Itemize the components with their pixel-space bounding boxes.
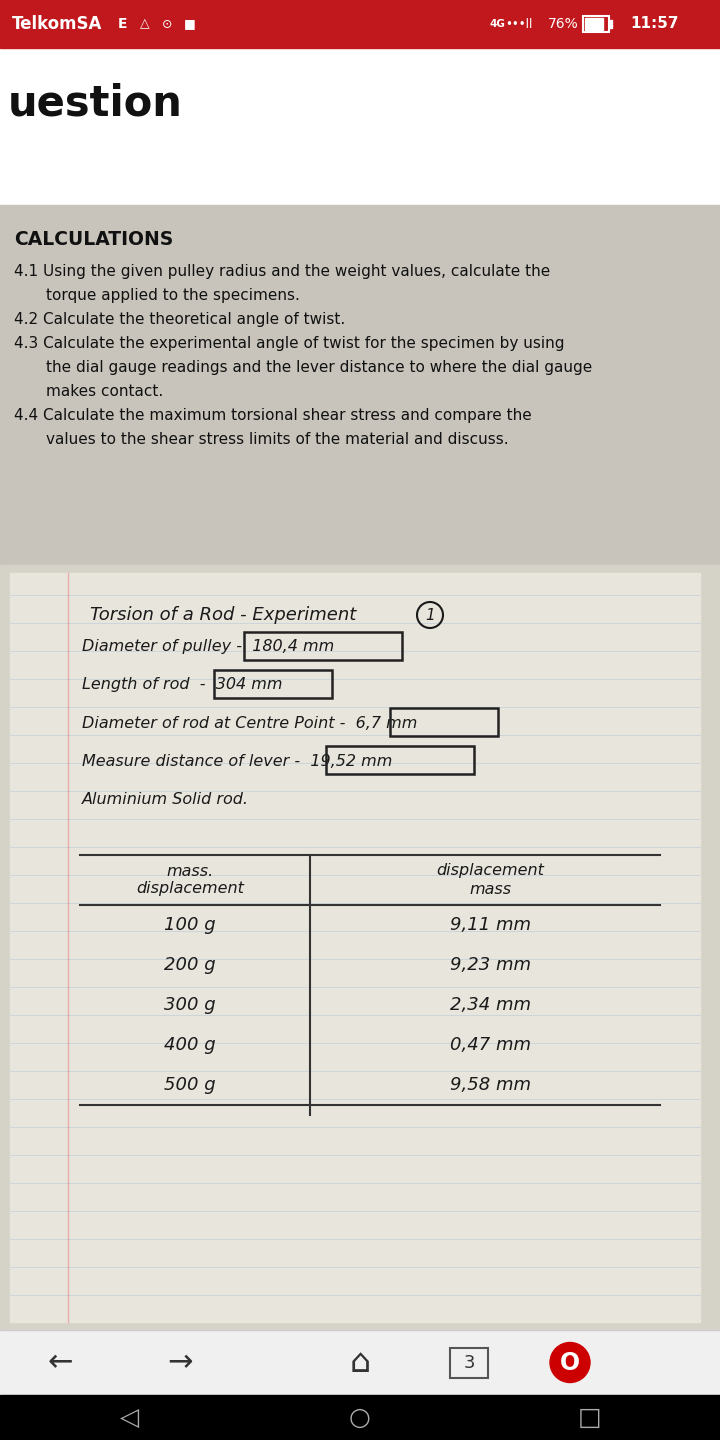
Text: ⌂: ⌂ (349, 1346, 371, 1380)
Text: 9,11 mm: 9,11 mm (449, 916, 531, 935)
Text: 200 g: 200 g (164, 956, 216, 973)
Text: CALCULATIONS: CALCULATIONS (14, 230, 174, 249)
Text: Measure distance of lever -  19,52 mm: Measure distance of lever - 19,52 mm (82, 753, 392, 769)
Text: values to the shear stress limits of the material and discuss.: values to the shear stress limits of the… (46, 432, 508, 446)
Text: 300 g: 300 g (164, 996, 216, 1014)
Bar (583, 16, 609, 32)
Text: 4.2 Calculate the theoretical angle of twist.: 4.2 Calculate the theoretical angle of t… (14, 312, 346, 327)
Bar (0, 1331, 720, 1395)
Text: ◁: ◁ (120, 1405, 140, 1430)
Text: mass: mass (469, 881, 511, 897)
Text: △: △ (140, 17, 150, 30)
Text: 1: 1 (425, 608, 435, 622)
Text: displacement: displacement (136, 881, 244, 897)
Text: 100 g: 100 g (164, 916, 216, 935)
Text: 4G: 4G (490, 19, 506, 29)
Bar (0, 48, 720, 204)
Bar (0, 564, 720, 1331)
Bar (450, 1348, 488, 1378)
Text: 9,23 mm: 9,23 mm (449, 956, 531, 973)
Text: torque applied to the specimens.: torque applied to the specimens. (46, 288, 300, 302)
Text: 400 g: 400 g (164, 1035, 216, 1054)
Text: Diameter of pulley -  180,4 mm: Diameter of pulley - 180,4 mm (82, 639, 334, 655)
Text: •••ll: •••ll (505, 17, 532, 30)
Text: 11:57: 11:57 (630, 16, 678, 32)
Text: ←: ← (48, 1348, 73, 1377)
Text: O: O (560, 1351, 580, 1375)
Text: Aluminium Solid rod.: Aluminium Solid rod. (82, 792, 249, 806)
Bar (214, 670, 332, 698)
Text: □: □ (578, 1405, 602, 1430)
Bar (0, 204, 720, 564)
Text: TelkomSA: TelkomSA (12, 14, 102, 33)
Circle shape (550, 1342, 590, 1382)
Text: Diameter of rod at Centre Point -  6,7 mm: Diameter of rod at Centre Point - 6,7 mm (82, 716, 418, 730)
Text: 4.1 Using the given pulley radius and the weight values, calculate the: 4.1 Using the given pulley radius and th… (14, 264, 550, 279)
Text: Length of rod  -  304 mm: Length of rod - 304 mm (82, 677, 282, 693)
Text: ⊙: ⊙ (162, 17, 173, 30)
Text: mass.: mass. (166, 864, 214, 878)
Text: 4.3 Calculate the experimental angle of twist for the specimen by using: 4.3 Calculate the experimental angle of … (14, 336, 564, 351)
Text: →: → (167, 1348, 193, 1377)
Text: 2,34 mm: 2,34 mm (449, 996, 531, 1014)
Text: 9,58 mm: 9,58 mm (449, 1076, 531, 1094)
Text: the dial gauge readings and the lever distance to where the dial gauge: the dial gauge readings and the lever di… (46, 360, 593, 374)
Bar (585, 17, 603, 30)
Text: Torsion of a Rod - Experiment: Torsion of a Rod - Experiment (90, 606, 356, 624)
Bar (244, 632, 402, 660)
Text: 76%: 76% (548, 17, 579, 32)
Bar (390, 708, 498, 736)
Text: uestion: uestion (8, 82, 183, 124)
Text: ○: ○ (349, 1405, 371, 1430)
Text: 500 g: 500 g (164, 1076, 216, 1094)
Text: 3: 3 (463, 1354, 474, 1371)
Text: makes contact.: makes contact. (46, 384, 163, 399)
Text: 0,47 mm: 0,47 mm (449, 1035, 531, 1054)
Text: ■: ■ (184, 17, 196, 30)
Bar (609, 20, 612, 27)
Text: 4.4 Calculate the maximum torsional shear stress and compare the: 4.4 Calculate the maximum torsional shea… (14, 408, 532, 423)
Bar (10, 573, 700, 1322)
Bar (0, 0, 720, 48)
Text: E: E (118, 17, 127, 32)
Text: displacement: displacement (436, 864, 544, 878)
Bar (326, 746, 474, 775)
Bar (0, 1395, 720, 1440)
